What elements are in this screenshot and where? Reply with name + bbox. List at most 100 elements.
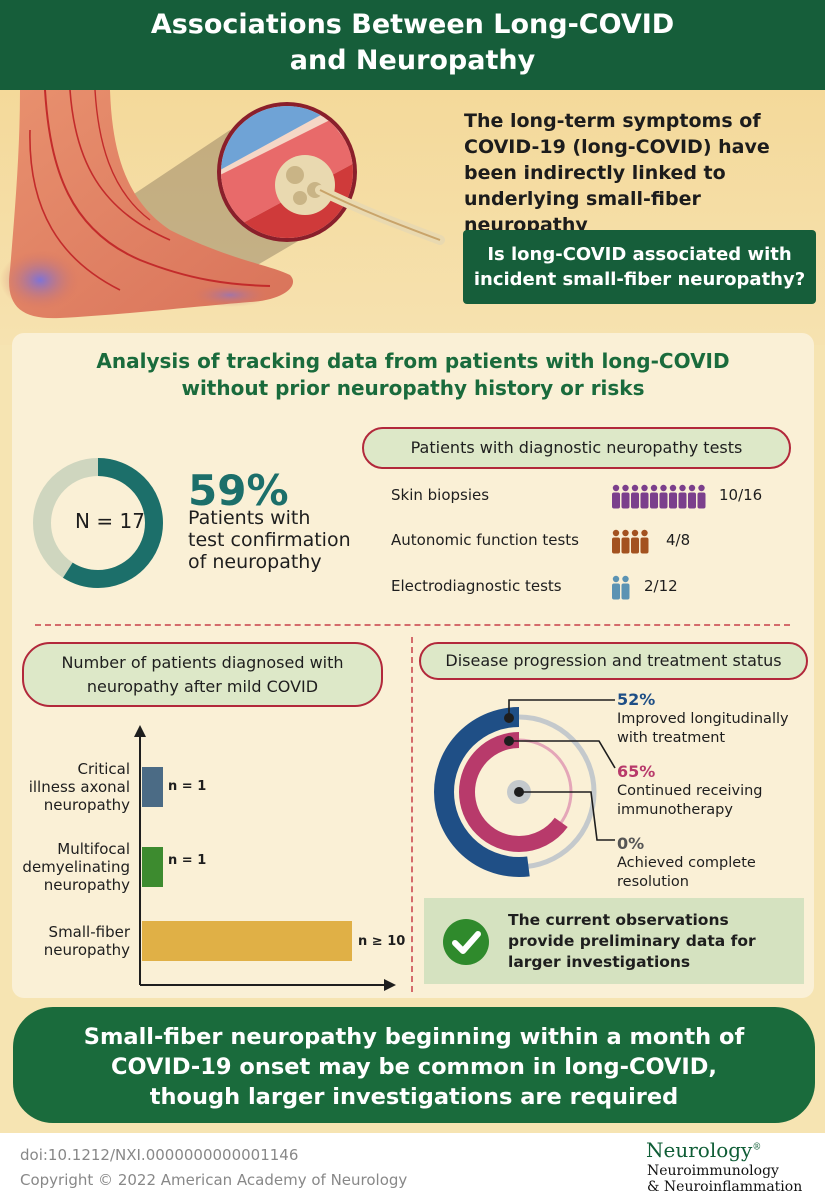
bar-small-fiber (142, 921, 352, 961)
conclusion-line2: COVID-19 onset may be common in long-COV… (111, 1054, 717, 1080)
person-icons-autonomic (612, 529, 649, 554)
leader-improved (508, 699, 615, 718)
person-icon (621, 575, 630, 600)
category-critical-line2: illness axonal (28, 778, 130, 796)
diagnosed-heading: Number of patients diagnosed with neurop… (22, 642, 383, 707)
progression-resolution-value: 0% (617, 834, 645, 853)
person-icon (640, 484, 649, 509)
test-label-skin-biopsies: Skin biopsies (391, 486, 490, 504)
resolution-desc-line2: resolution (617, 874, 689, 890)
category-small-fiber-line2: neuropathy (43, 941, 130, 959)
leader-immunotherapy (509, 740, 616, 769)
page-title-line1: Associations Between Long-COVID (150, 9, 675, 40)
checkmark-icon (443, 919, 489, 965)
category-critical-line1: Critical (77, 760, 130, 778)
analysis-title-line1: Analysis of tracking data from patients … (96, 349, 730, 373)
tests-heading: Patients with diagnostic neuropathy test… (362, 427, 791, 469)
intro-text: The long-term symptoms of COVID-19 (long… (464, 110, 770, 236)
progression-radial-chart (434, 699, 616, 877)
category-small-fiber-line1: Small-fiber (48, 923, 130, 941)
test-label-autonomic: Autonomic function tests (391, 531, 579, 549)
improved-desc-line1: Improved longitudinally (617, 711, 789, 727)
conclusion-line1: Small-fiber neuropathy beginning within … (83, 1024, 745, 1050)
confirmation-description: Patients with test confirmation of neuro… (188, 507, 368, 573)
doi-text: doi:10.1212/NXI.0000000000001146 (20, 1146, 299, 1164)
confirmation-desc-line3: of neuropathy (188, 551, 322, 573)
bar-multifocal (142, 847, 163, 887)
diagnosed-bar-chart (134, 725, 396, 991)
research-question: Is long-COVID associated with incident s… (463, 230, 816, 304)
test-count-electrodiagnostic: 2/12 (644, 577, 678, 595)
ring-immunotherapy (459, 732, 579, 852)
person-icon (612, 575, 620, 600)
page-title-line2: and Neuropathy (289, 45, 536, 76)
resolution-desc-line1: Achieved complete (617, 855, 756, 871)
person-icon (659, 484, 668, 509)
category-multifocal-line1: Multifocal (57, 840, 130, 858)
journal-name: Neurology (646, 1138, 753, 1162)
leader-resolution (519, 791, 615, 841)
category-critical-illness: Critical illness axonal neuropathy (0, 760, 130, 814)
section-divider (35, 624, 790, 626)
person-icon (697, 484, 706, 509)
sample-size-label: N = 17 (75, 509, 145, 533)
person-icon (621, 529, 630, 554)
progression-heading: Disease progression and treatment status (419, 642, 808, 680)
journal-logo: Neurology® (646, 1138, 761, 1162)
y-axis-arrow (134, 725, 146, 737)
immunotherapy-desc-line1: Continued receiving (617, 783, 763, 799)
value-critical-illness: n = 1 (168, 779, 207, 794)
person-icon (612, 484, 620, 509)
person-icons-electrodiagnostic (612, 575, 630, 600)
person-icon (631, 529, 639, 554)
category-critical-line3: neuropathy (43, 796, 130, 814)
ring-improved (434, 707, 604, 877)
analysis-title: Analysis of tracking data from patients … (12, 348, 814, 402)
test-label-electrodiagnostic: Electrodiagnostic tests (391, 577, 562, 595)
category-multifocal-line3: neuropathy (43, 876, 130, 894)
diagnosed-heading-line1: Number of patients diagnosed with (61, 653, 344, 672)
progression-resolution-desc: Achieved complete resolution (617, 854, 817, 892)
person-icon (650, 484, 658, 509)
observation-text: The current observations provide prelimi… (508, 911, 756, 971)
conclusion-banner: Small-fiber neuropathy beginning within … (13, 1007, 815, 1123)
value-small-fiber: n ≥ 10 (358, 934, 406, 949)
improved-desc-line2: with treatment (617, 730, 726, 746)
category-multifocal-line2: demyelinating (22, 858, 130, 876)
progression-immunotherapy-value: 65% (617, 762, 656, 781)
person-icon (688, 484, 696, 509)
foot-nerve-illustration (0, 90, 445, 319)
header-banner: Associations Between Long-COVID and Neur… (0, 0, 825, 90)
progression-improved-value: 52% (617, 690, 656, 709)
category-multifocal: Multifocal demyelinating neuropathy (0, 840, 130, 894)
person-icons-skin-biopsies (612, 484, 706, 509)
value-multifocal: n = 1 (168, 853, 207, 868)
progression-immunotherapy-desc: Continued receiving immunotherapy (617, 782, 817, 820)
person-icon (678, 484, 687, 509)
analysis-title-line2: without prior neuropathy history or risk… (181, 376, 645, 400)
progression-improved-desc: Improved longitudinally with treatment (617, 710, 817, 748)
footer (0, 1133, 825, 1200)
test-count-skin-biopsies: 10/16 (719, 486, 763, 504)
person-icon (612, 529, 620, 554)
person-icon (631, 484, 639, 509)
confirmation-donut (33, 458, 163, 588)
person-icon (669, 484, 677, 509)
category-small-fiber: Small-fiber neuropathy (0, 923, 130, 959)
test-count-autonomic: 4/8 (666, 531, 691, 549)
x-axis-arrow (384, 979, 396, 991)
person-icon (621, 484, 630, 509)
confirmation-percent: 59% (188, 466, 289, 515)
column-divider (411, 637, 413, 992)
immunotherapy-desc-line2: immunotherapy (617, 802, 733, 818)
journal-registered-mark: ® (752, 1142, 762, 1153)
conclusion-line3: though larger investigations are require… (149, 1084, 679, 1110)
copyright-text: Copyright © 2022 American Academy of Neu… (20, 1171, 408, 1189)
journal-subtitle-2: & Neuroinflammation (647, 1179, 803, 1195)
journal-subtitle-1: Neuroimmunology (647, 1163, 779, 1179)
confirmation-desc-line1: Patients with (188, 507, 311, 529)
person-icon (640, 529, 649, 554)
confirmation-desc-line2: test confirmation (188, 529, 351, 551)
donut-arc (33, 458, 163, 588)
diagnosed-heading-line2: neuropathy after mild COVID (86, 677, 319, 696)
